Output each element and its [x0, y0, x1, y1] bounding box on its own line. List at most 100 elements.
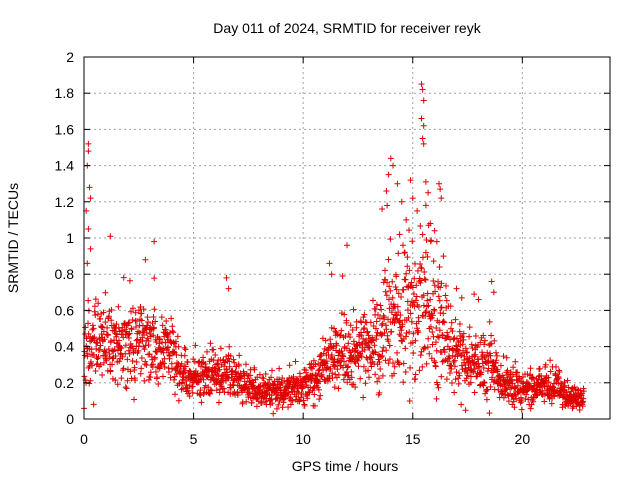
data-point — [127, 368, 134, 375]
data-point — [279, 404, 286, 411]
data-point — [505, 398, 512, 405]
data-point — [373, 318, 380, 325]
data-point — [297, 394, 304, 401]
data-point — [344, 363, 351, 370]
data-point — [94, 339, 101, 346]
data-point — [446, 354, 453, 361]
data-point — [385, 338, 392, 345]
data-point — [330, 343, 337, 350]
data-point — [422, 276, 429, 283]
data-point — [440, 318, 447, 325]
data-point — [99, 323, 106, 330]
data-point — [118, 375, 125, 382]
data-point — [132, 377, 139, 384]
data-point — [486, 342, 493, 349]
data-point — [544, 382, 551, 389]
data-point — [85, 148, 92, 155]
data-point — [307, 364, 314, 371]
data-point — [442, 292, 449, 299]
data-point — [388, 328, 395, 335]
data-point — [165, 369, 172, 376]
data-point — [202, 361, 209, 368]
data-point — [98, 323, 105, 330]
data-point — [482, 390, 489, 397]
data-point — [151, 306, 158, 313]
data-point — [295, 389, 302, 396]
data-point — [150, 361, 157, 368]
data-point — [225, 285, 232, 292]
data-point — [101, 352, 108, 359]
data-point — [429, 328, 436, 335]
data-point — [389, 294, 396, 301]
data-point — [95, 354, 102, 361]
data-point — [192, 342, 199, 349]
y-tick-label: 0.2 — [55, 375, 75, 391]
data-point — [256, 371, 263, 378]
data-point — [453, 342, 460, 349]
x-tick-label: 0 — [80, 431, 88, 447]
data-point — [182, 346, 189, 353]
data-point — [374, 378, 381, 385]
data-point — [340, 358, 347, 365]
data-point — [140, 306, 147, 313]
data-point — [494, 352, 501, 359]
data-point — [436, 297, 443, 304]
data-point — [311, 391, 318, 398]
data-point — [556, 392, 563, 399]
data-point — [423, 360, 430, 367]
data-point — [115, 303, 122, 310]
data-point — [527, 365, 534, 372]
data-point — [107, 233, 114, 240]
data-point — [460, 330, 467, 337]
data-point — [427, 220, 434, 227]
x-tick-label: 10 — [295, 431, 311, 447]
data-point — [95, 300, 102, 307]
data-point — [92, 296, 99, 303]
data-point — [387, 236, 394, 243]
data-point — [115, 337, 122, 344]
data-point — [464, 372, 471, 379]
data-point — [333, 342, 340, 349]
data-point — [394, 180, 401, 187]
data-point — [262, 398, 269, 405]
data-point — [441, 319, 448, 326]
data-point — [527, 371, 534, 378]
data-point — [394, 303, 401, 310]
data-point — [172, 391, 179, 398]
data-point — [93, 345, 100, 352]
data-point — [147, 330, 154, 337]
data-point — [297, 373, 304, 380]
data-point — [452, 376, 459, 383]
data-point — [356, 339, 363, 346]
data-point — [223, 274, 230, 281]
data-point — [339, 273, 346, 280]
data-point — [97, 315, 104, 322]
data-point — [89, 322, 96, 329]
data-point — [440, 253, 447, 260]
x-axis-label: GPS time / hours — [292, 458, 399, 474]
data-point — [473, 373, 480, 380]
data-point — [456, 320, 463, 327]
data-point — [147, 369, 154, 376]
data-point — [339, 352, 346, 359]
data-point — [213, 361, 220, 368]
data-point — [417, 352, 424, 359]
data-point — [437, 304, 444, 311]
data-point — [92, 368, 99, 375]
data-point — [525, 396, 532, 403]
data-point — [235, 362, 242, 369]
data-point — [451, 363, 458, 370]
data-point — [231, 359, 238, 366]
data-point — [455, 375, 462, 382]
data-point — [362, 380, 369, 387]
data-point — [151, 238, 158, 245]
data-point — [419, 135, 426, 142]
data-point — [327, 336, 334, 343]
data-point — [527, 405, 534, 412]
data-point — [406, 227, 413, 234]
data-point — [435, 384, 442, 391]
data-point — [107, 368, 114, 375]
data-point — [368, 354, 375, 361]
data-point — [433, 238, 440, 245]
